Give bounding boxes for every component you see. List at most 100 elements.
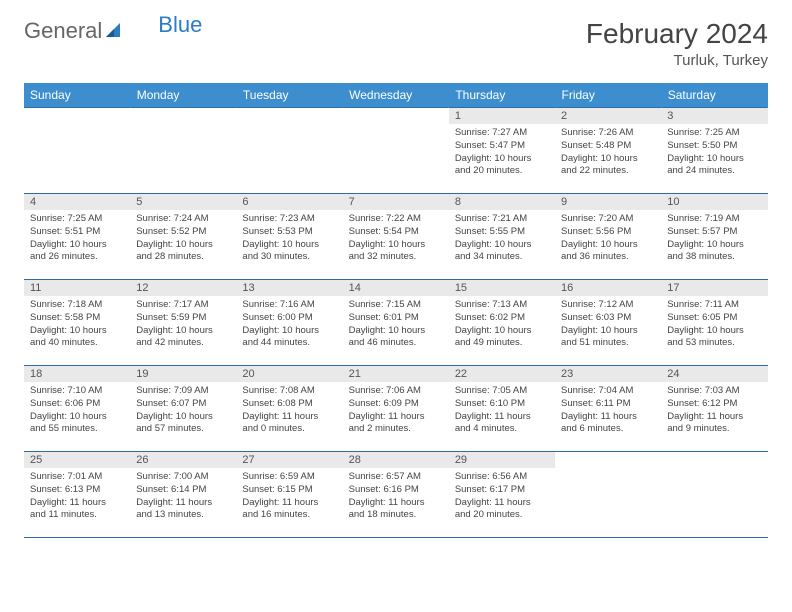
daylight-line: Daylight: 10 hours and 42 minutes. [136, 325, 230, 351]
calendar-day-cell: 29Sunrise: 6:56 AMSunset: 6:17 PMDayligh… [449, 452, 555, 538]
calendar-day-cell: 4Sunrise: 7:25 AMSunset: 5:51 PMDaylight… [24, 194, 130, 280]
sunrise-line: Sunrise: 6:57 AM [349, 471, 443, 484]
daylight-line: Daylight: 10 hours and 55 minutes. [30, 411, 124, 437]
calendar-day-cell: 25Sunrise: 7:01 AMSunset: 6:13 PMDayligh… [24, 452, 130, 538]
day-number: 29 [449, 452, 555, 468]
sunset-line: Sunset: 5:53 PM [242, 226, 336, 239]
day-number: 17 [661, 280, 767, 296]
calendar-week-row: 1Sunrise: 7:27 AMSunset: 5:47 PMDaylight… [24, 108, 768, 194]
daylight-line: Daylight: 10 hours and 20 minutes. [455, 153, 549, 179]
calendar-day-cell: 17Sunrise: 7:11 AMSunset: 6:05 PMDayligh… [661, 280, 767, 366]
calendar-day-cell: 12Sunrise: 7:17 AMSunset: 5:59 PMDayligh… [130, 280, 236, 366]
sunset-line: Sunset: 5:56 PM [561, 226, 655, 239]
day-details: Sunrise: 7:01 AMSunset: 6:13 PMDaylight:… [24, 468, 130, 526]
calendar-table: SundayMondayTuesdayWednesdayThursdayFrid… [24, 83, 768, 538]
calendar-empty-cell [130, 108, 236, 194]
calendar-empty-cell [343, 108, 449, 194]
calendar-day-cell: 2Sunrise: 7:26 AMSunset: 5:48 PMDaylight… [555, 108, 661, 194]
calendar-day-cell: 28Sunrise: 6:57 AMSunset: 6:16 PMDayligh… [343, 452, 449, 538]
column-header: Sunday [24, 83, 130, 108]
column-header: Saturday [661, 83, 767, 108]
sunrise-line: Sunrise: 7:11 AM [667, 299, 761, 312]
day-number: 28 [343, 452, 449, 468]
sunset-line: Sunset: 6:10 PM [455, 398, 549, 411]
day-number: 18 [24, 366, 130, 382]
sunrise-line: Sunrise: 7:04 AM [561, 385, 655, 398]
sunrise-line: Sunrise: 7:05 AM [455, 385, 549, 398]
calendar-empty-cell [661, 452, 767, 538]
column-header: Monday [130, 83, 236, 108]
daylight-line: Daylight: 10 hours and 32 minutes. [349, 239, 443, 265]
sunset-line: Sunset: 6:13 PM [30, 484, 124, 497]
sunrise-line: Sunrise: 7:25 AM [667, 127, 761, 140]
column-header: Friday [555, 83, 661, 108]
day-number: 27 [236, 452, 342, 468]
calendar-day-cell: 16Sunrise: 7:12 AMSunset: 6:03 PMDayligh… [555, 280, 661, 366]
sunset-line: Sunset: 6:05 PM [667, 312, 761, 325]
sunset-line: Sunset: 6:15 PM [242, 484, 336, 497]
sunrise-line: Sunrise: 6:59 AM [242, 471, 336, 484]
day-details: Sunrise: 7:10 AMSunset: 6:06 PMDaylight:… [24, 382, 130, 440]
sunrise-line: Sunrise: 7:15 AM [349, 299, 443, 312]
sunset-line: Sunset: 6:08 PM [242, 398, 336, 411]
brand-part1: General [24, 18, 102, 44]
sunrise-line: Sunrise: 7:06 AM [349, 385, 443, 398]
sunrise-line: Sunrise: 7:09 AM [136, 385, 230, 398]
sunrise-line: Sunrise: 7:23 AM [242, 213, 336, 226]
month-title: February 2024 [586, 18, 768, 50]
calendar-day-cell: 6Sunrise: 7:23 AMSunset: 5:53 PMDaylight… [236, 194, 342, 280]
sunset-line: Sunset: 6:11 PM [561, 398, 655, 411]
column-header: Thursday [449, 83, 555, 108]
sunset-line: Sunset: 6:09 PM [349, 398, 443, 411]
daylight-line: Daylight: 10 hours and 53 minutes. [667, 325, 761, 351]
day-number: 10 [661, 194, 767, 210]
day-details: Sunrise: 7:09 AMSunset: 6:07 PMDaylight:… [130, 382, 236, 440]
sunrise-line: Sunrise: 7:01 AM [30, 471, 124, 484]
day-details: Sunrise: 7:22 AMSunset: 5:54 PMDaylight:… [343, 210, 449, 268]
sunset-line: Sunset: 5:48 PM [561, 140, 655, 153]
daylight-line: Daylight: 11 hours and 2 minutes. [349, 411, 443, 437]
day-details: Sunrise: 6:59 AMSunset: 6:15 PMDaylight:… [236, 468, 342, 526]
calendar-day-cell: 1Sunrise: 7:27 AMSunset: 5:47 PMDaylight… [449, 108, 555, 194]
sunrise-line: Sunrise: 7:08 AM [242, 385, 336, 398]
calendar-week-row: 4Sunrise: 7:25 AMSunset: 5:51 PMDaylight… [24, 194, 768, 280]
day-number: 3 [661, 108, 767, 124]
day-details: Sunrise: 7:16 AMSunset: 6:00 PMDaylight:… [236, 296, 342, 354]
sunrise-line: Sunrise: 7:21 AM [455, 213, 549, 226]
sunrise-line: Sunrise: 7:12 AM [561, 299, 655, 312]
day-number: 9 [555, 194, 661, 210]
day-number: 5 [130, 194, 236, 210]
calendar-day-cell: 11Sunrise: 7:18 AMSunset: 5:58 PMDayligh… [24, 280, 130, 366]
daylight-line: Daylight: 11 hours and 13 minutes. [136, 497, 230, 523]
calendar-empty-cell [24, 108, 130, 194]
daylight-line: Daylight: 10 hours and 51 minutes. [561, 325, 655, 351]
daylight-line: Daylight: 11 hours and 9 minutes. [667, 411, 761, 437]
daylight-line: Daylight: 10 hours and 36 minutes. [561, 239, 655, 265]
sunrise-line: Sunrise: 7:20 AM [561, 213, 655, 226]
title-block: February 2024 Turluk, Turkey [586, 18, 768, 69]
sunrise-line: Sunrise: 7:24 AM [136, 213, 230, 226]
day-number: 26 [130, 452, 236, 468]
sunset-line: Sunset: 5:58 PM [30, 312, 124, 325]
sunset-line: Sunset: 5:59 PM [136, 312, 230, 325]
brand-logo: General Blue [24, 18, 202, 44]
day-details: Sunrise: 7:19 AMSunset: 5:57 PMDaylight:… [661, 210, 767, 268]
calendar-body: 1Sunrise: 7:27 AMSunset: 5:47 PMDaylight… [24, 108, 768, 538]
sunset-line: Sunset: 6:12 PM [667, 398, 761, 411]
day-number: 23 [555, 366, 661, 382]
sunset-line: Sunset: 5:47 PM [455, 140, 549, 153]
calendar-day-cell: 23Sunrise: 7:04 AMSunset: 6:11 PMDayligh… [555, 366, 661, 452]
sunset-line: Sunset: 6:16 PM [349, 484, 443, 497]
day-details: Sunrise: 7:08 AMSunset: 6:08 PMDaylight:… [236, 382, 342, 440]
header: General Blue February 2024 Turluk, Turke… [24, 18, 768, 69]
day-details: Sunrise: 6:57 AMSunset: 6:16 PMDaylight:… [343, 468, 449, 526]
day-details: Sunrise: 7:24 AMSunset: 5:52 PMDaylight:… [130, 210, 236, 268]
day-details: Sunrise: 7:11 AMSunset: 6:05 PMDaylight:… [661, 296, 767, 354]
daylight-line: Daylight: 10 hours and 49 minutes. [455, 325, 549, 351]
day-details: Sunrise: 7:23 AMSunset: 5:53 PMDaylight:… [236, 210, 342, 268]
day-details: Sunrise: 7:25 AMSunset: 5:51 PMDaylight:… [24, 210, 130, 268]
daylight-line: Daylight: 11 hours and 16 minutes. [242, 497, 336, 523]
daylight-line: Daylight: 11 hours and 4 minutes. [455, 411, 549, 437]
sunrise-line: Sunrise: 7:03 AM [667, 385, 761, 398]
daylight-line: Daylight: 10 hours and 24 minutes. [667, 153, 761, 179]
